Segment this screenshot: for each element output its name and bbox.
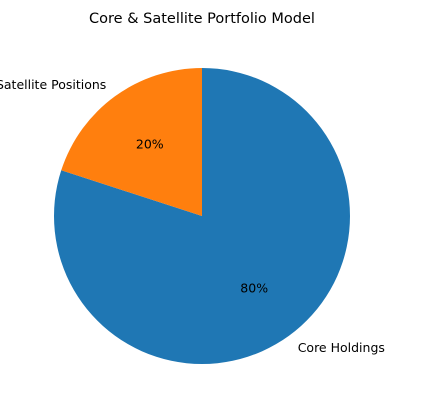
pct-label-core-holdings: 80% [240, 280, 268, 295]
slice-label-core-holdings: Core Holdings [298, 340, 385, 355]
pie-labels: Core Holdings 80% Satellite Positions 20% [0, 77, 385, 355]
chart-title: Core & Satellite Portfolio Model [89, 11, 315, 27]
pct-label-satellite-positions: 20% [136, 137, 164, 152]
pie-slice-core-holdings [53, 68, 350, 364]
pie-slice-satellite-positions [61, 68, 202, 216]
pie-slices [53, 68, 350, 364]
slice-label-satellite-positions: Satellite Positions [0, 77, 106, 92]
